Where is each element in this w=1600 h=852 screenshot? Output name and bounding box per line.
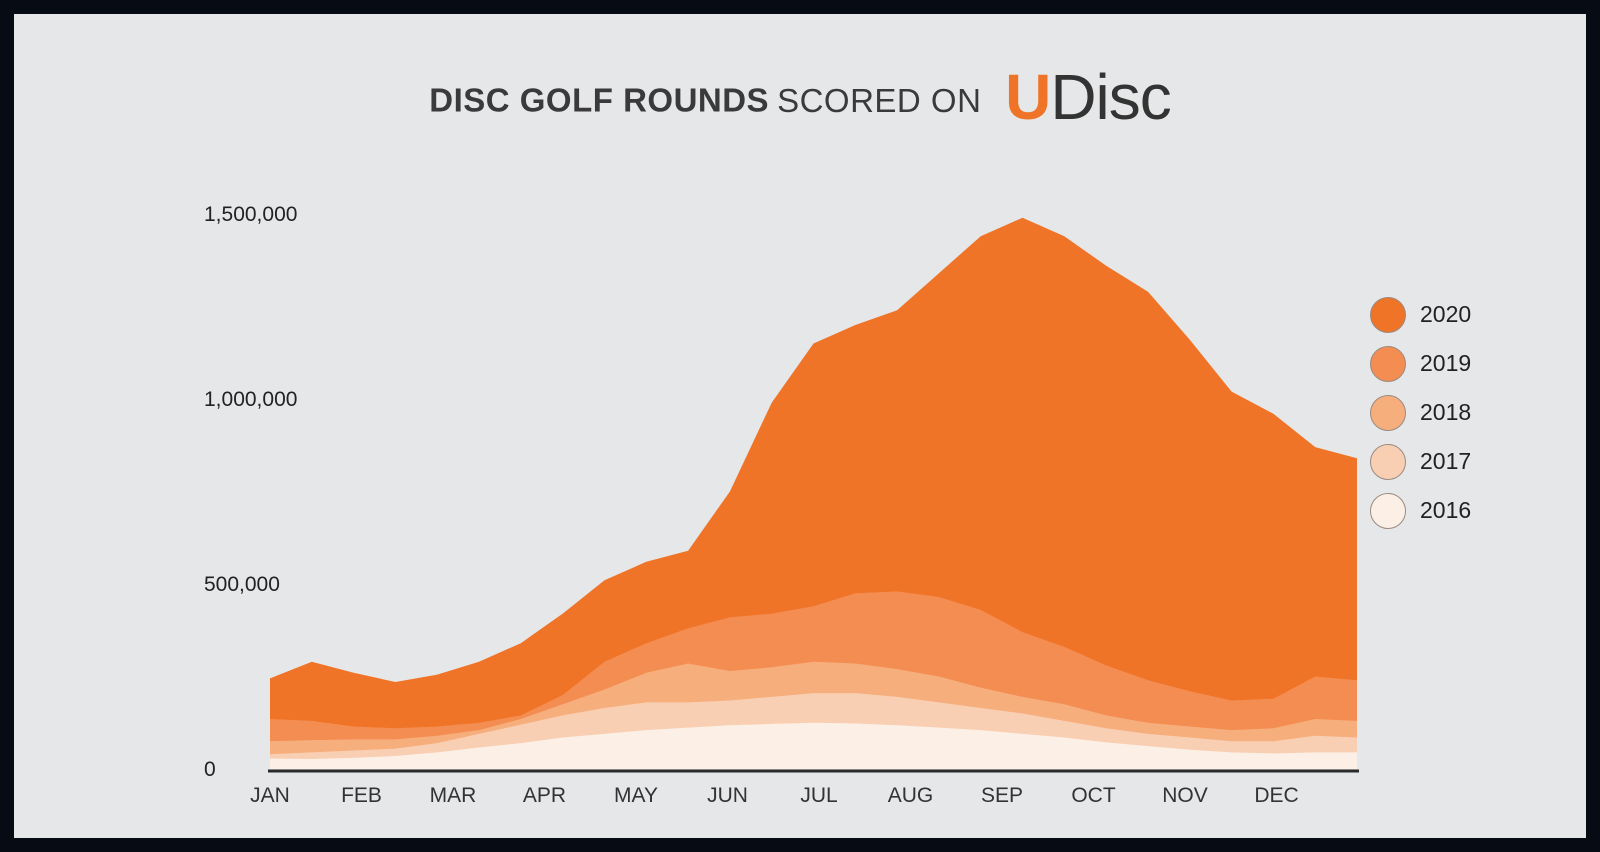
area-layers <box>270 217 1357 769</box>
x-tick-label: AUG <box>888 784 934 807</box>
legend-item-2020: 2020 <box>1370 290 1471 339</box>
legend-swatch <box>1370 296 1406 333</box>
x-tick-label: OCT <box>1071 784 1116 807</box>
title-light: SCORED ON <box>777 81 982 119</box>
legend-item-2016: 2016 <box>1370 486 1471 535</box>
chart-title: DISC GOLF ROUNDS SCORED ON UDisc <box>14 61 1586 140</box>
legend-swatch <box>1370 394 1406 431</box>
legend-swatch <box>1370 345 1406 382</box>
x-tick-label: APR <box>523 784 566 807</box>
y-tick-label: 500,000 <box>204 573 280 596</box>
legend-item-2018: 2018 <box>1370 388 1471 437</box>
x-tick-label: FEB <box>341 784 382 807</box>
x-tick-label: JUL <box>800 784 837 807</box>
y-tick-label: 1,000,000 <box>204 388 297 411</box>
area-series-2020 <box>270 217 1357 769</box>
x-tick-label: SEP <box>981 784 1023 807</box>
y-tick-labels: 0 500,000 1,000,000 1,500,000 <box>204 203 297 781</box>
legend: 2020 2019 2018 2017 2016 <box>1370 290 1471 535</box>
x-tick-label: MAY <box>614 784 658 807</box>
legend-label: 2020 <box>1420 301 1472 327</box>
x-tick-labels: JAN FEB MAR APR MAY JUN JUL AUG SEP OCT NOV DEC <box>250 784 1299 807</box>
legend-item-2017: 2017 <box>1370 437 1471 486</box>
logo-rest: Disc <box>1050 61 1171 133</box>
legend-swatch <box>1370 492 1406 529</box>
x-tick-label: MAR <box>430 784 477 807</box>
x-tick-label: JAN <box>250 784 290 807</box>
legend-label: 2018 <box>1420 399 1472 425</box>
x-tick-label: JUN <box>707 784 748 807</box>
x-tick-label: DEC <box>1254 784 1298 807</box>
legend-item-2019: 2019 <box>1370 339 1471 388</box>
legend-swatch <box>1370 443 1406 480</box>
legend-label: 2019 <box>1420 350 1472 376</box>
y-tick-label: 1,500,000 <box>204 203 297 226</box>
x-tick-label: NOV <box>1162 784 1208 807</box>
logo-u: U <box>1005 61 1051 133</box>
area-series-2016 <box>270 722 1357 769</box>
legend-label: 2016 <box>1420 497 1472 523</box>
y-tick-label: 0 <box>204 758 216 781</box>
legend-label: 2017 <box>1420 448 1472 474</box>
title-bold: DISC GOLF ROUNDS <box>429 81 770 119</box>
udisc-logo: UDisc <box>1005 60 1172 134</box>
